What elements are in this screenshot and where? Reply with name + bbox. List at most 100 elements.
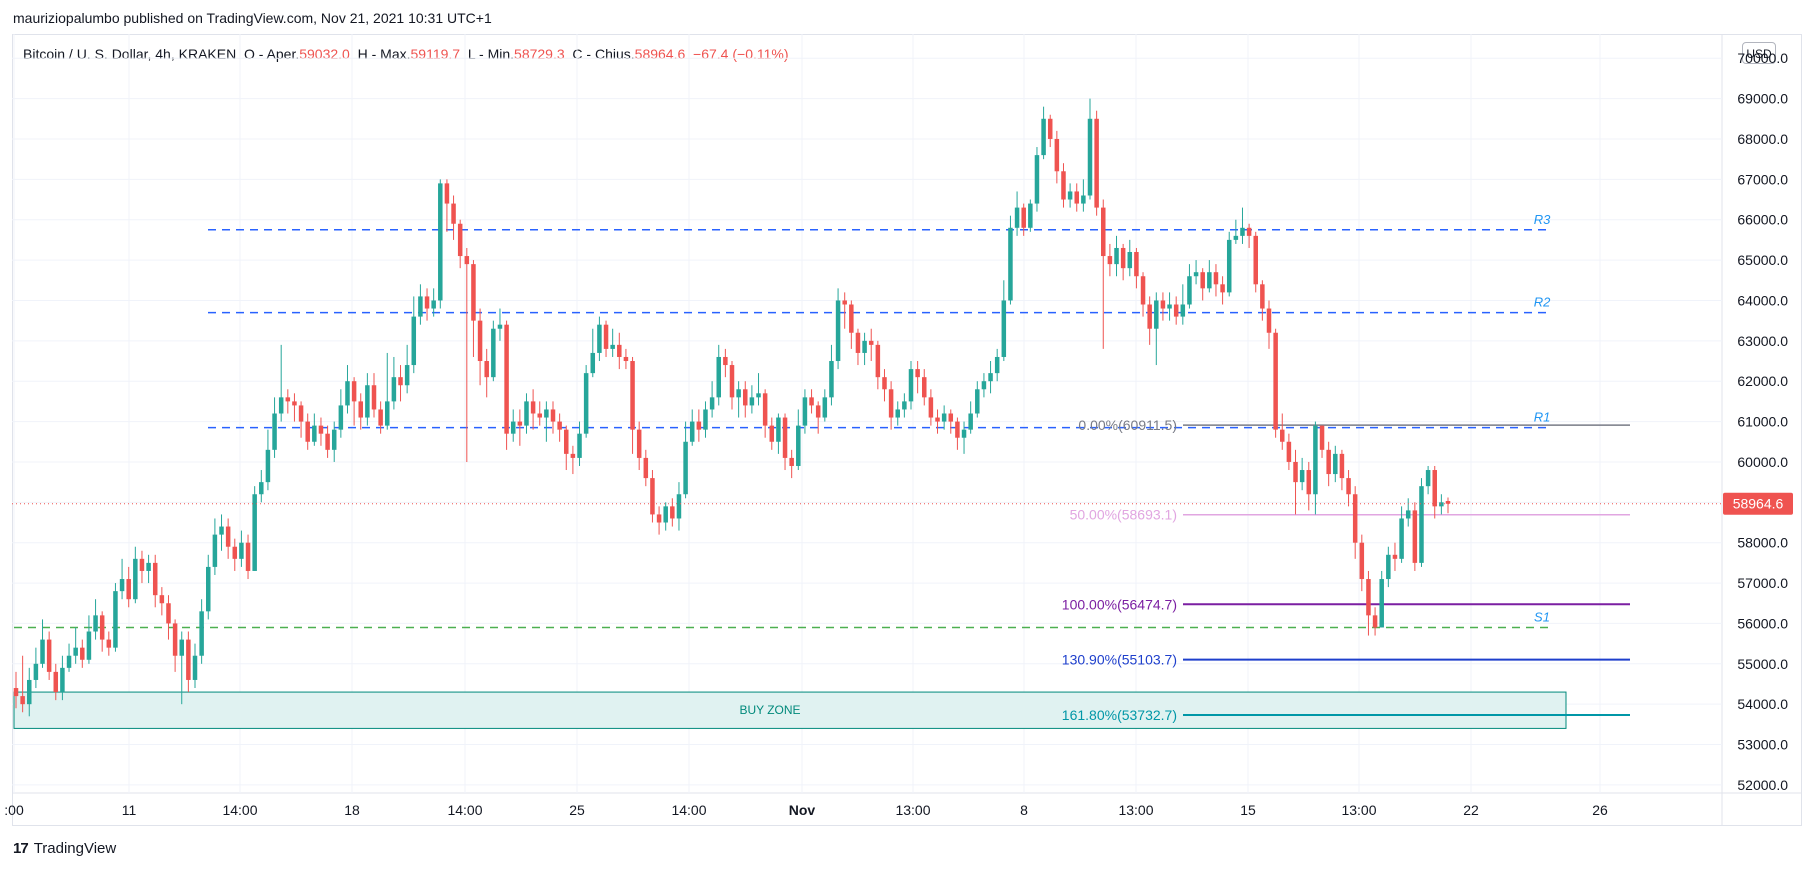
candle-body — [994, 356, 1000, 374]
price-tick-label: 63000.0 — [1737, 333, 1788, 349]
candle-body — [1246, 227, 1252, 236]
candle-body — [656, 514, 662, 523]
candle-body — [809, 397, 814, 406]
candle-body — [431, 300, 436, 309]
price-tick-label: 52000.0 — [1737, 777, 1788, 793]
candle-body — [955, 421, 960, 438]
time-tick-label: 14:00 — [447, 802, 482, 818]
candle-body — [318, 425, 324, 434]
candle-body — [975, 389, 980, 414]
tradingview-brand[interactable]: 17 TradingView — [13, 840, 116, 857]
fib-label: 161.80%(53732.7) — [1062, 707, 1177, 723]
candle-body — [1021, 207, 1026, 228]
candle-body — [882, 377, 887, 390]
candle-body — [1240, 227, 1245, 236]
candle-body — [736, 389, 741, 398]
price-tick-label: 65000.0 — [1737, 252, 1788, 268]
candlesticks — [13, 98, 1451, 717]
buy-zone: BUY ZONE — [13, 691, 1567, 729]
candle-body — [1193, 272, 1199, 277]
candle-body — [1226, 239, 1232, 293]
candle-body — [862, 340, 867, 353]
candle-body — [1154, 300, 1159, 329]
candle-body — [239, 542, 244, 559]
candle-body — [199, 611, 204, 656]
candle-body — [1008, 227, 1013, 301]
candle-body — [849, 304, 854, 333]
candle-body — [86, 631, 92, 660]
price-axis[interactable]: 70000.0 69000.0 68000.0 67000.0 66000.0 65000… — [1737, 50, 1788, 793]
candle-body — [1101, 207, 1106, 257]
fib-label: 0.00%(60911.5) — [1078, 417, 1177, 433]
candle-body — [1047, 118, 1053, 139]
candle-body — [948, 413, 954, 422]
candle-body — [623, 356, 629, 362]
candle-body — [126, 579, 131, 600]
candle-body — [723, 356, 728, 366]
candle-body — [80, 647, 85, 660]
candle-body — [1392, 554, 1398, 559]
price-tick-label: 56000.0 — [1737, 615, 1788, 631]
candle-body — [756, 393, 761, 398]
time-axis[interactable]: :00 11 14:00 18 14:00 25 14:00 Nov 13:00 8 13:00 15… — [4, 802, 1608, 818]
candle-body — [451, 203, 456, 224]
candle-body — [1087, 118, 1093, 196]
candle-body — [908, 369, 914, 402]
candle-body — [305, 421, 310, 442]
fib-label: 130.90%(55103.7) — [1062, 652, 1177, 668]
price-tick-label: 70000.0 — [1737, 50, 1788, 66]
candle-body — [557, 421, 562, 430]
candle-body — [1167, 304, 1172, 309]
price-tick-label: 67000.0 — [1737, 171, 1788, 187]
candle-body — [988, 373, 993, 382]
candle-body — [577, 433, 582, 458]
candle-body — [1074, 191, 1079, 204]
candle-body — [298, 405, 304, 422]
candle-body — [497, 324, 503, 329]
time-tick-label: 13:00 — [895, 802, 930, 818]
candle-body — [868, 340, 874, 345]
candle-body — [365, 385, 370, 418]
candle-body — [484, 361, 489, 378]
candle-body — [776, 417, 781, 442]
candle-body — [1127, 252, 1133, 269]
candle-body — [1260, 284, 1265, 309]
candle-body — [1306, 470, 1312, 495]
candle-body — [564, 429, 569, 454]
brand-name: TradingView — [33, 840, 117, 857]
candle-body — [749, 397, 755, 406]
candle-body — [166, 603, 171, 624]
candle-body — [981, 381, 987, 390]
candle-body — [1213, 272, 1219, 285]
candle-body — [93, 615, 98, 632]
candle-body — [968, 413, 973, 430]
candle-body — [225, 526, 231, 547]
time-tick-label: 22 — [1463, 802, 1479, 818]
candle-body — [1399, 518, 1404, 559]
candle-body — [842, 300, 847, 305]
price-tick-label: 53000.0 — [1737, 737, 1788, 753]
candle-body — [1173, 304, 1179, 317]
candle-body — [716, 356, 721, 398]
time-tick-label: 25 — [569, 802, 585, 818]
candle-body — [815, 405, 821, 418]
candle-body — [743, 389, 748, 406]
candle-body — [46, 639, 52, 672]
candle-body — [1439, 502, 1444, 507]
level-label-r3: R3 — [1534, 212, 1551, 227]
candle-body — [1001, 300, 1007, 357]
candle-body — [762, 393, 768, 426]
time-tick-label: 18 — [344, 802, 360, 818]
candle-body — [1253, 235, 1258, 285]
candle-body — [471, 264, 476, 321]
time-tick-label: 11 — [122, 802, 137, 818]
candle-body — [1054, 138, 1060, 172]
candle-body — [1028, 203, 1033, 228]
currency-button[interactable]: USD — [1742, 42, 1776, 64]
candle-body — [517, 421, 523, 426]
time-tick-label: 26 — [1592, 802, 1608, 818]
candle-body — [1293, 461, 1298, 483]
candle-body — [345, 381, 350, 406]
candle-body — [650, 478, 655, 515]
